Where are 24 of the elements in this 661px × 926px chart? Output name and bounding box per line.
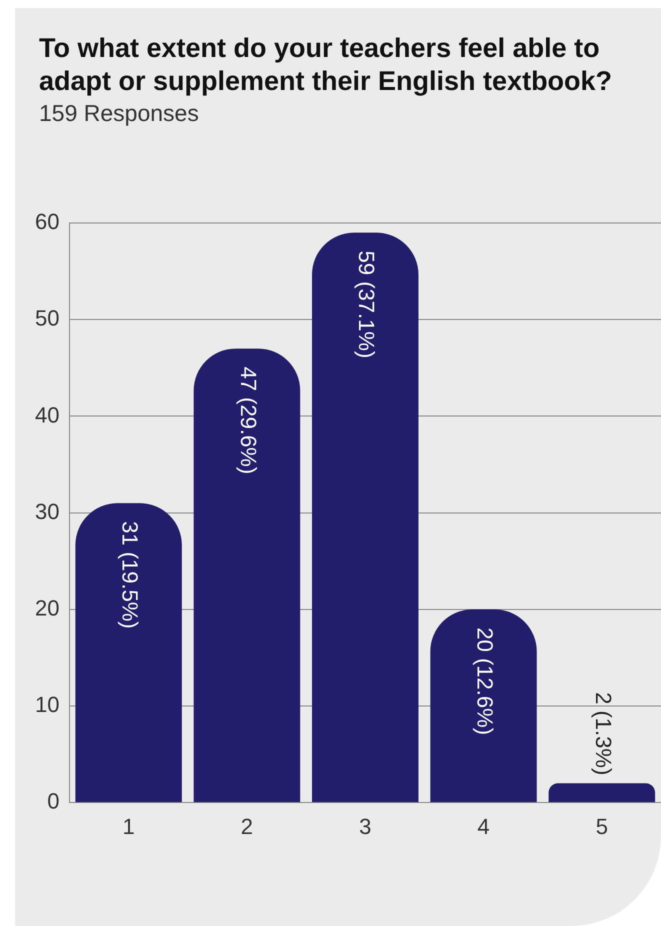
bar <box>430 609 537 802</box>
x-tick-label: 4 <box>477 814 490 839</box>
data-label: 31 (19.5%) <box>118 521 143 629</box>
data-label: 47 (29.6%) <box>236 366 261 474</box>
data-label: 59 (37.1%) <box>354 250 380 358</box>
y-tick-label: 0 <box>47 788 60 814</box>
y-tick-label: 20 <box>34 595 60 620</box>
y-tick-label: 40 <box>34 402 60 428</box>
x-tick-label: 1 <box>122 814 135 839</box>
x-tick-label: 5 <box>596 814 608 839</box>
bar <box>312 232 418 802</box>
x-tick-label: 3 <box>359 814 372 839</box>
y-tick-label: 10 <box>34 692 60 718</box>
y-tick-label: 50 <box>34 306 60 331</box>
bar <box>548 783 656 802</box>
data-label: 20 (12.6%) <box>472 627 498 736</box>
x-tick-label: 2 <box>240 814 254 839</box>
bar <box>194 348 300 802</box>
y-tick-label: 60 <box>34 209 60 234</box>
bar <box>75 503 182 802</box>
y-tick-label: 30 <box>34 498 60 524</box>
chart-subtitle: 159 Responses <box>39 100 200 127</box>
chart-title: To what extent do your teachers feel able to adapt or supplement their English textbook? <box>39 32 614 98</box>
data-label: 2 (1.3%) <box>590 692 616 776</box>
